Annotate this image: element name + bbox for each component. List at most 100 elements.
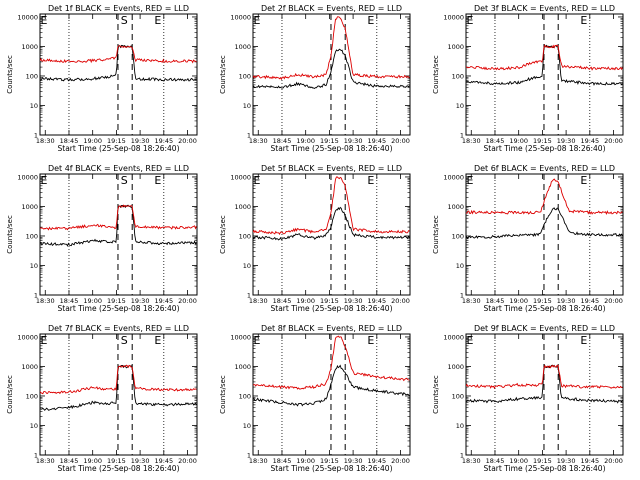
x-tick-label: 19:45	[367, 457, 386, 465]
panel-title: Det 9f BLACK = Events, RED = LLD	[474, 324, 615, 333]
y-tick-label: 100	[26, 72, 38, 80]
start-marker-label: E	[41, 14, 48, 27]
x-tick-label: 19:15	[320, 137, 339, 145]
x-tick-label: 18:30	[249, 457, 268, 465]
events-series-line	[253, 206, 410, 241]
x-tick-label: 20:00	[604, 457, 623, 465]
plot-frame	[465, 333, 624, 456]
x-tick-label: 19:30	[131, 457, 150, 465]
y-tick-label: 10000	[230, 333, 251, 341]
y-tick-label: 1000	[447, 363, 464, 371]
y-tick-label: 10	[243, 102, 251, 110]
x-tick-label: 19:00	[509, 297, 528, 305]
y-tick-label: 100	[239, 392, 251, 400]
y-axis-label: Counts/sec	[6, 375, 14, 414]
x-tick-label: 19:00	[509, 137, 528, 145]
start-marker-label: E	[41, 334, 48, 347]
detector-panel-5: Det 5f BLACK = Events, RED = LLD 1 10 100 10…	[219, 164, 411, 313]
x-tick-label: 18:30	[462, 457, 481, 465]
x-tick-label: 20:00	[178, 457, 197, 465]
x-tick-label: 19:15	[107, 297, 126, 305]
x-tick-label: 20:00	[391, 137, 410, 145]
x-tick-label: 19:00	[296, 457, 315, 465]
x-tick-label: 18:45	[273, 457, 292, 465]
events-series-line	[40, 44, 197, 82]
end-marker-label: E	[154, 14, 161, 27]
x-tick-label: 19:30	[131, 137, 150, 145]
y-tick-label: 1000	[447, 43, 464, 51]
y-tick-label: 10	[456, 422, 464, 430]
plot-frame	[39, 173, 198, 296]
y-tick-label: 1	[460, 292, 464, 300]
x-tick-label: 19:15	[533, 457, 552, 465]
x-tick-label: 19:45	[580, 137, 599, 145]
y-axis-label: Counts/sec	[432, 215, 440, 254]
y-tick-label: 1	[247, 292, 251, 300]
detector-panel-3: Det 3f BLACK = Events, RED = LLD 1 10 100 10…	[432, 4, 624, 153]
x-axis-label: Start Time (25-Sep-08 18:26:40)	[58, 304, 180, 313]
x-tick-label: 19:15	[320, 457, 339, 465]
x-tick-label: 19:00	[296, 137, 315, 145]
end-marker-label: E	[367, 174, 374, 187]
x-tick-label: 19:30	[557, 137, 576, 145]
x-tick-label: 18:30	[462, 137, 481, 145]
detector-panel-8: Det 8f BLACK = Events, RED = LLD 1 10 100 10…	[219, 324, 411, 473]
y-axis-label: Counts/sec	[432, 55, 440, 94]
x-axis-label: Start Time (25-Sep-08 18:26:40)	[271, 464, 393, 473]
series-group	[253, 176, 410, 241]
detector-panel-6: Det 6f BLACK = Events, RED = LLD 1 10 100 10…	[432, 164, 624, 313]
x-tick-label: 18:30	[249, 297, 268, 305]
x-tick-label: 18:45	[60, 457, 79, 465]
y-tick-label: 1000	[234, 43, 251, 51]
series-group	[253, 335, 410, 407]
plot-frame	[252, 173, 411, 296]
y-tick-label: 10000	[17, 333, 38, 341]
x-axis-label: Start Time (25-Sep-08 18:26:40)	[484, 464, 606, 473]
x-tick-label: 18:30	[36, 137, 55, 145]
start-marker-label: E	[254, 14, 261, 27]
y-tick-label: 10	[243, 262, 251, 270]
x-tick-label: 20:00	[178, 297, 197, 305]
lld-series-line	[40, 204, 197, 231]
y-tick-label: 1	[460, 452, 464, 460]
lld-series-line	[40, 364, 197, 395]
lld-series-line	[466, 364, 623, 390]
lld-series-line	[253, 16, 410, 81]
y-tick-label: 100	[239, 72, 251, 80]
y-tick-label: 10	[30, 422, 38, 430]
panel-title: Det 7f BLACK = Events, RED = LLD	[48, 324, 189, 333]
end-marker-label: E	[154, 334, 161, 347]
y-tick-label: 10	[456, 262, 464, 270]
x-tick-label: 18:45	[486, 137, 505, 145]
x-tick-label: 18:30	[36, 457, 55, 465]
x-tick-label: 20:00	[391, 457, 410, 465]
x-tick-label: 19:15	[320, 297, 339, 305]
y-tick-label: 1	[247, 132, 251, 140]
y-axis-label: Counts/sec	[219, 215, 227, 254]
x-tick-label: 19:30	[557, 297, 576, 305]
plot-frame	[465, 13, 624, 136]
x-tick-label: 18:45	[486, 457, 505, 465]
x-tick-label: 19:30	[344, 457, 363, 465]
y-tick-label: 100	[452, 232, 464, 240]
start-marker-label: E	[254, 334, 261, 347]
plot-frame	[252, 13, 411, 136]
y-tick-label: 100	[26, 392, 38, 400]
x-tick-label: 20:00	[178, 137, 197, 145]
y-tick-label: 100	[452, 72, 464, 80]
y-axis-label: Counts/sec	[219, 55, 227, 94]
x-tick-label: 19:45	[154, 137, 173, 145]
plot-frame	[252, 333, 411, 456]
y-tick-label: 10000	[230, 173, 251, 181]
start-marker-label: E	[41, 174, 48, 187]
panel-title: Det 6f BLACK = Events, RED = LLD	[474, 164, 615, 173]
start-marker-label: E	[467, 14, 474, 27]
y-tick-label: 10	[30, 102, 38, 110]
panel-title: Det 8f BLACK = Events, RED = LLD	[261, 324, 402, 333]
y-tick-label: 10000	[230, 13, 251, 21]
y-tick-label: 1000	[21, 203, 38, 211]
y-axis-label: Counts/sec	[6, 55, 14, 94]
plot-frame	[39, 333, 198, 456]
x-tick-label: 18:45	[273, 297, 292, 305]
y-tick-label: 10000	[443, 13, 464, 21]
